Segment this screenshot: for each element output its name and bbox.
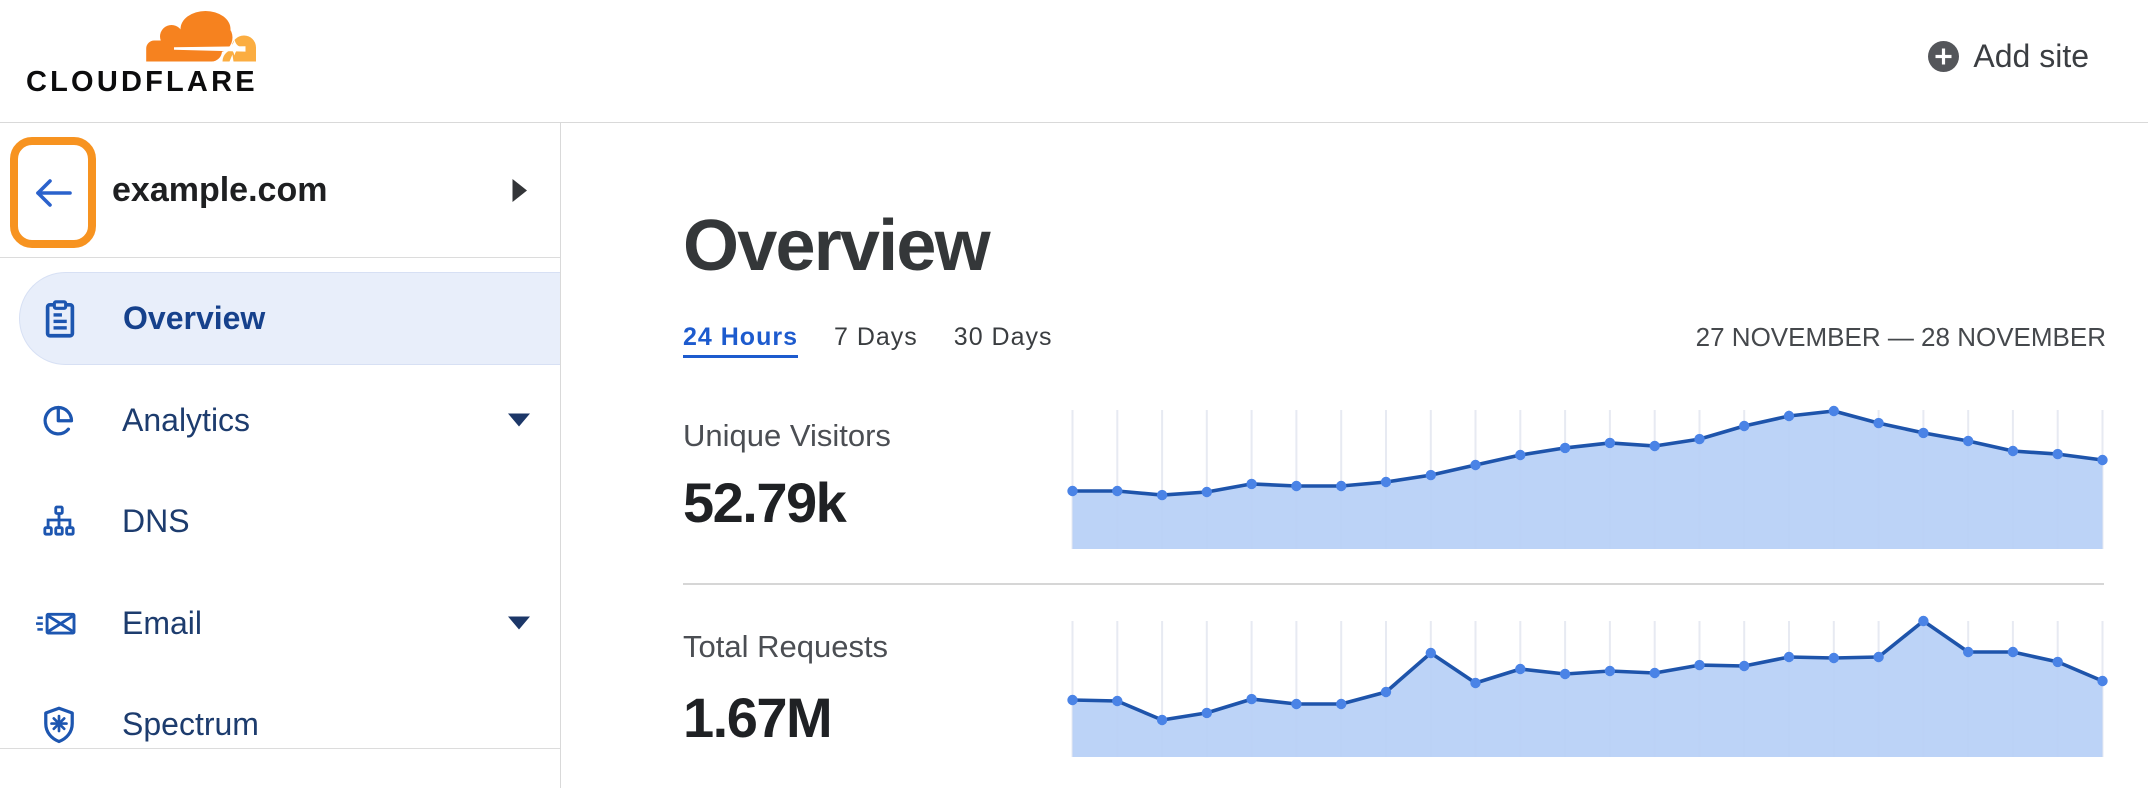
date-range-label: 27 NOVEMBER — 28 NOVEMBER	[1695, 322, 2106, 352]
stat-value-total-requests: 1.67M	[683, 686, 833, 749]
sitemap-icon	[42, 503, 76, 541]
stat-label-unique-visitors: Unique Visitors	[683, 418, 891, 453]
sidebar-item-spectrum[interactable]: Spectrum	[19, 678, 560, 771]
cloudflare-cloud-icon	[146, 11, 256, 62]
main-content: Overview 24 Hours 7 Days 30 Days 27 NOVE…	[561, 123, 2148, 788]
page-title: Overview	[683, 206, 991, 286]
shield-icon	[42, 706, 76, 744]
chevron-right-icon[interactable]	[511, 178, 528, 203]
sidebar-item-label: Email	[122, 604, 203, 641]
caret-down-icon	[508, 616, 530, 630]
sidebar: example.com Overview	[0, 123, 561, 788]
tab-30-days[interactable]: 30 Days	[953, 323, 1053, 351]
stat-value-unique-visitors: 52.79k	[683, 471, 847, 534]
section-divider	[683, 583, 2104, 585]
sidebar-item-label: DNS	[122, 503, 190, 539]
total-requests-chart	[1067, 615, 2108, 757]
unique-visitors-chart	[1067, 405, 2108, 549]
site-selector-row: example.com	[0, 123, 560, 258]
pie-chart-icon	[42, 401, 76, 439]
plus-circle-icon	[1928, 41, 1960, 72]
cloudflare-logo[interactable]: CLOUDFLARE	[26, 8, 258, 97]
tab-7-days[interactable]: 7 Days	[833, 323, 918, 351]
sidebar-item-label: Overview	[123, 300, 266, 336]
add-site-button[interactable]: Add site	[1928, 40, 2089, 73]
sidebar-item-overview[interactable]: Overview	[19, 272, 560, 365]
arrow-left-icon	[36, 178, 72, 207]
tab-24-hours[interactable]: 24 Hours	[683, 322, 798, 358]
top-header: CLOUDFLARE Add site	[0, 0, 2148, 123]
site-name[interactable]: example.com	[112, 171, 328, 209]
sidebar-section-divider	[0, 748, 560, 749]
sidebar-item-dns[interactable]: DNS	[19, 475, 560, 568]
sidebar-item-email[interactable]: Email	[19, 577, 560, 670]
sidebar-nav: Overview Analytics	[0, 258, 560, 780]
back-button[interactable]	[10, 137, 96, 248]
email-icon	[36, 604, 76, 642]
clipboard-icon	[43, 299, 77, 338]
sidebar-item-label: Analytics	[122, 401, 251, 438]
time-range-tabs: 24 Hours 7 Days 30 Days	[683, 322, 1053, 358]
stat-label-total-requests: Total Requests	[683, 629, 889, 664]
add-site-label: Add site	[1973, 38, 2089, 74]
cloudflare-wordmark: CLOUDFLARE	[26, 66, 258, 98]
caret-down-icon	[508, 413, 530, 427]
sidebar-item-label: Spectrum	[122, 706, 259, 742]
sidebar-item-analytics[interactable]: Analytics	[19, 374, 560, 467]
